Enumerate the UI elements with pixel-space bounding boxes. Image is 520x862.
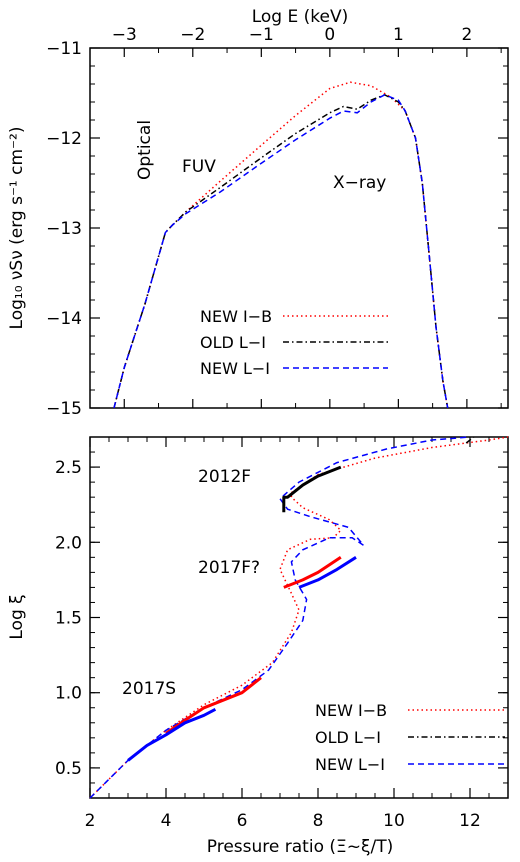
observed-segment-0 [282, 465, 342, 513]
annotation-optical: Optical [135, 120, 155, 180]
top-x-tick-label: −1 [249, 25, 274, 45]
bottom-x-tick-label: 4 [161, 811, 172, 831]
bottom-panel-series [89, 436, 509, 799]
observed-segment-4 [127, 707, 217, 762]
bottom-y-tick-label: 1.0 [55, 684, 82, 704]
top-y-tick-label: −13 [46, 219, 82, 239]
top-x-tick-label: −2 [180, 25, 205, 45]
legend-bottom-old-li-label: OLD L−I [315, 728, 381, 747]
bottom-x-tick-label: 6 [237, 811, 248, 831]
top-series-oldli [113, 93, 449, 409]
top-y-tick-label: −15 [46, 399, 82, 419]
bottom-y-tick-label: 1.5 [55, 609, 82, 629]
bottom-panel: 2 4 6 8 10 12 0.5 1.0 1.5 2.0 2.5 Pressure ratio (… [7, 436, 509, 857]
bottom-y-tick-label: 0.5 [55, 759, 82, 779]
bottom-y-axis-title: Log ξ [7, 594, 27, 639]
top-panel-series [113, 81, 449, 409]
observed-segment-3 [165, 676, 262, 735]
top-y-tick-label: −14 [46, 309, 82, 329]
bottom-series-newib [89, 436, 509, 799]
legend-bottom-new-li-label: NEW L−I [315, 755, 385, 774]
top-y-axis-title: Log₁₀ νSν (erg s⁻¹ cm⁻²) [7, 127, 27, 330]
bottom-x-axis-title: Pressure ratio (Ξ~ξ/T) [207, 837, 393, 857]
bottom-x-tick-label: 12 [459, 811, 481, 831]
legend-top-new-ib-label: NEW I−B [200, 307, 272, 326]
top-x-tick-label: 0 [324, 25, 335, 45]
bottom-y-tick-label: 2.0 [55, 533, 82, 553]
legend-top-old-li-label: OLD L−I [200, 333, 266, 352]
observed-segment-2 [298, 556, 357, 589]
top-y-tick-label: −11 [46, 39, 82, 59]
top-panel-frame [89, 47, 509, 409]
bottom-panel-ticks: 2 4 6 8 10 12 0.5 1.0 1.5 2.0 2.5 [55, 436, 509, 831]
top-x-tick-label: −3 [112, 25, 137, 45]
observed-segment-1 [283, 556, 342, 589]
top-series-newli [113, 93, 449, 409]
annotation-2012f: 2012F [198, 467, 251, 487]
top-y-tick-label: −12 [46, 129, 82, 149]
bottom-panel-legend: NEW I−B OLD L−I NEW L−I [315, 701, 505, 774]
top-panel-legend: NEW I−B OLD L−I NEW L−I [200, 307, 388, 378]
top-x-tick-label: 2 [461, 25, 472, 45]
top-x-axis-title: Log E (keV) [252, 7, 349, 27]
bottom-x-tick-label: 10 [383, 811, 405, 831]
bottom-x-tick-label: 8 [313, 811, 324, 831]
annotation-fuv: FUV [182, 157, 216, 177]
legend-top-new-li-label: NEW L−I [200, 359, 270, 378]
top-panel: −3 −2 −1 0 1 2 −11 −12 −13 −14 −15 Log E (keV) Log… [7, 7, 509, 419]
bottom-series-newli [89, 436, 471, 799]
annotation-xray: X−ray [333, 173, 386, 193]
top-panel-ticks: −3 −2 −1 0 1 2 −11 −12 −13 −14 −15 [46, 25, 508, 419]
annotation-2017s: 2017S [122, 679, 176, 699]
top-x-tick-label: 1 [393, 25, 404, 45]
annotation-2017f: 2017F? [198, 558, 260, 578]
legend-bottom-new-ib-label: NEW I−B [315, 701, 387, 720]
bottom-series-oldli [465, 436, 475, 444]
bottom-y-tick-label: 2.5 [55, 458, 82, 478]
bottom-x-tick-label: 2 [85, 811, 96, 831]
top-series-newib [113, 81, 449, 409]
